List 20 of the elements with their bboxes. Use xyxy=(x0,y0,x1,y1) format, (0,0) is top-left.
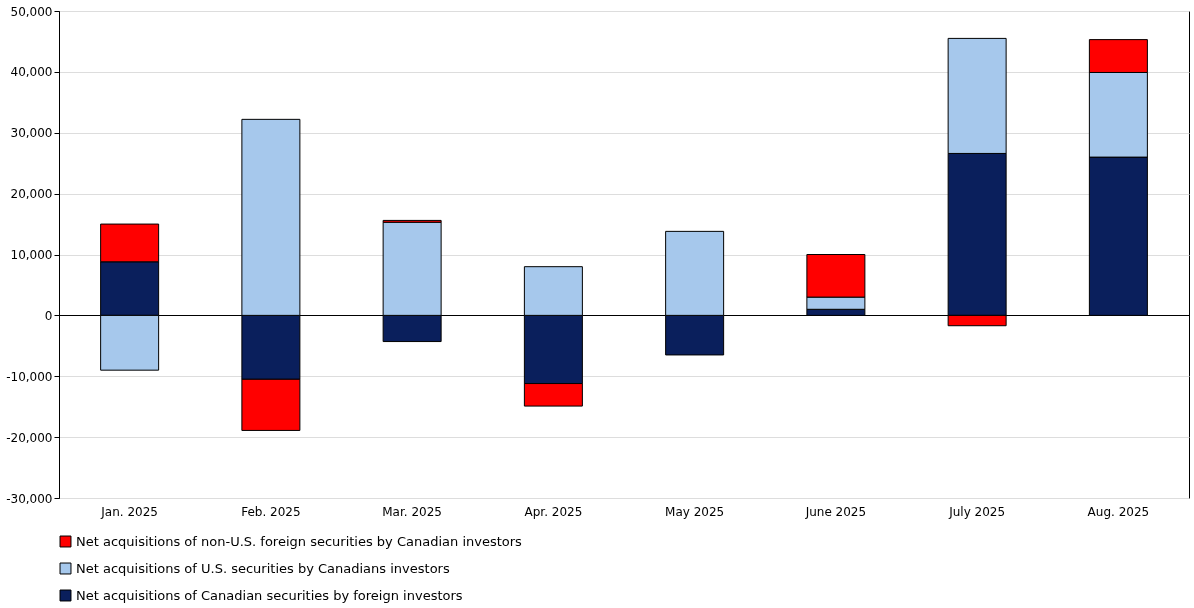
y-tick-label: 30,000 xyxy=(10,126,53,141)
x-tick-label: May 2025 xyxy=(665,504,725,519)
y-tick-label: -20,000 xyxy=(6,430,53,445)
y-tick-label: 40,000 xyxy=(10,65,53,80)
legend-label: Net acquisitions of Canadian securities by foreign investors xyxy=(76,587,463,603)
y-tick-label: 10,000 xyxy=(10,248,53,262)
x-tick-label: Mar. 2025 xyxy=(382,504,442,519)
x-tick-label: Aug. 2025 xyxy=(1087,504,1150,519)
y-tick-label: 20,000 xyxy=(10,187,53,202)
legend-label: Net acquisitions of non-U.S. foreign securities by Canadian investors xyxy=(76,533,523,549)
legend-label: Net acquisitions of U.S. securities by Canadians investors xyxy=(76,560,450,576)
y-tick-label: -30,000 xyxy=(6,491,53,506)
y-tick-label: 0 xyxy=(44,308,53,323)
y-tick-label: -10,000 xyxy=(6,369,53,384)
x-tick-label: June 2025 xyxy=(804,504,867,519)
x-tick-label: Feb. 2025 xyxy=(241,504,301,519)
y-tick-label: 50,000 xyxy=(10,4,53,19)
x-tick-label: Jan. 2025 xyxy=(100,504,158,519)
x-tick-label: Apr. 2025 xyxy=(524,504,583,519)
x-tick-label: July 2025 xyxy=(948,504,1006,519)
